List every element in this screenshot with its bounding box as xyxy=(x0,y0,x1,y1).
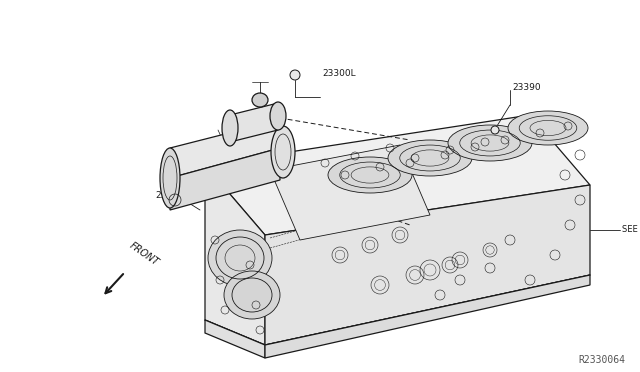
Ellipse shape xyxy=(448,125,532,161)
Ellipse shape xyxy=(222,110,238,146)
Ellipse shape xyxy=(271,126,295,178)
Polygon shape xyxy=(170,120,280,178)
Text: 23300L: 23300L xyxy=(322,68,356,77)
Ellipse shape xyxy=(388,140,472,176)
Polygon shape xyxy=(270,145,430,240)
Polygon shape xyxy=(230,103,278,142)
Polygon shape xyxy=(265,185,590,345)
Text: FRONT: FRONT xyxy=(128,241,161,268)
Ellipse shape xyxy=(252,93,268,107)
Ellipse shape xyxy=(328,157,412,193)
Text: SEE SEC.110: SEE SEC.110 xyxy=(622,225,640,234)
Ellipse shape xyxy=(224,271,280,319)
Circle shape xyxy=(491,126,499,134)
Ellipse shape xyxy=(160,148,180,208)
Ellipse shape xyxy=(270,102,286,130)
Polygon shape xyxy=(205,320,265,358)
Ellipse shape xyxy=(508,111,588,145)
Polygon shape xyxy=(205,165,265,345)
Polygon shape xyxy=(205,115,590,235)
Ellipse shape xyxy=(208,230,272,286)
Text: R2330064: R2330064 xyxy=(578,355,625,365)
Text: 23300: 23300 xyxy=(155,192,184,201)
Text: 23390: 23390 xyxy=(512,83,541,92)
Polygon shape xyxy=(170,148,280,210)
Circle shape xyxy=(290,70,300,80)
Polygon shape xyxy=(265,275,590,358)
